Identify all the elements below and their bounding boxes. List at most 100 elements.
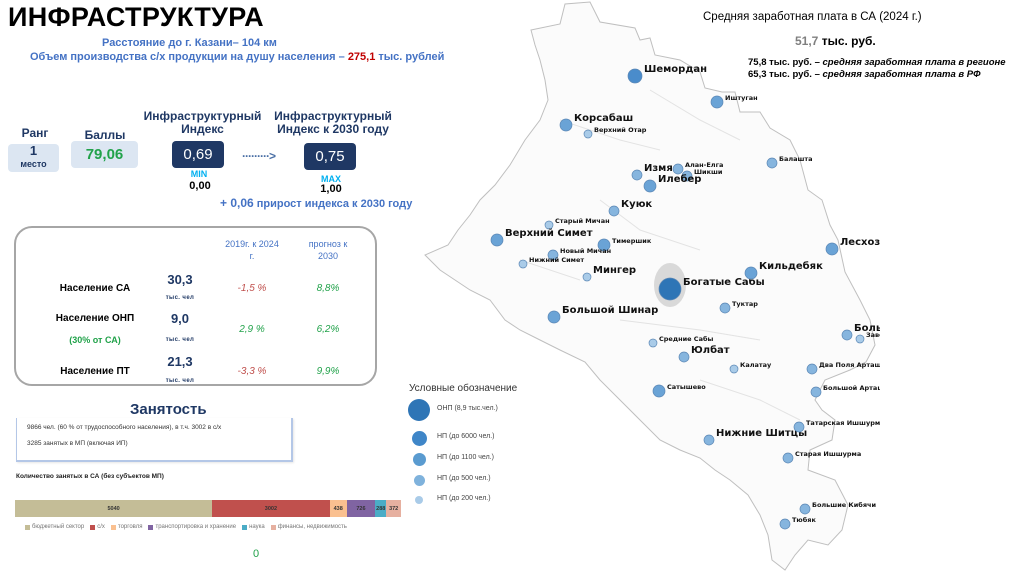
population-row-forecast: 8,8% bbox=[316, 283, 340, 294]
settlement-marker[interactable] bbox=[806, 363, 818, 375]
bar-value-label: 3002 bbox=[264, 505, 278, 512]
district-map[interactable]: Шемордан Корсабаш Верхний Отар Иштуган Алан-… bbox=[420, 0, 880, 574]
settlement-marker[interactable] bbox=[490, 233, 504, 247]
settlement-label: Большой Шинар bbox=[562, 305, 658, 316]
settlement-marker[interactable] bbox=[766, 157, 778, 169]
settlement-label: Татарская Ишшурма bbox=[806, 419, 880, 427]
map-legend-title: Условные обозначение bbox=[409, 383, 518, 394]
wage-region-text: средняя заработная плата в регионе bbox=[822, 57, 1006, 68]
legend-label: финансы, недвижимость bbox=[277, 524, 347, 530]
bar-value-label: 726 bbox=[356, 505, 366, 512]
population-card bbox=[14, 226, 377, 386]
min-label: MIN bbox=[190, 169, 208, 179]
settlement-marker[interactable] bbox=[559, 118, 573, 132]
legend-swatch bbox=[90, 524, 96, 530]
district-boundary bbox=[424, 1, 876, 571]
employment-line-2: 3285 занятых в МП (включая ИП) bbox=[27, 440, 128, 447]
settlement-marker[interactable] bbox=[672, 163, 684, 175]
settlement-label: Большие Кибячи bbox=[812, 501, 876, 509]
production-prefix: Объем производства с/х продукции на душу… bbox=[30, 51, 348, 63]
wage-rf-value: 65,3 тыс. руб. – bbox=[748, 69, 823, 80]
settlement-marker[interactable] bbox=[810, 386, 822, 398]
settlement-marker[interactable] bbox=[841, 329, 853, 341]
population-row-change: -3,3 % bbox=[237, 366, 267, 377]
settlement-marker[interactable] bbox=[678, 351, 690, 363]
legend-text: НП (до 6000 чел.) bbox=[437, 433, 495, 440]
settlement-marker[interactable] bbox=[648, 338, 658, 348]
settlement-marker[interactable] bbox=[643, 179, 657, 193]
population-row-change: 2,9 % bbox=[239, 324, 265, 335]
legend-swatch bbox=[242, 524, 248, 530]
settlement-marker[interactable] bbox=[681, 170, 693, 182]
settlement-label: Нижние Шитцы bbox=[716, 428, 807, 439]
settlement-label: Калатау bbox=[740, 361, 772, 369]
settlement-marker[interactable] bbox=[547, 310, 561, 324]
legend-text: НП (до 500 чел.) bbox=[437, 475, 491, 482]
growth-value: + 0,06 bbox=[220, 196, 254, 210]
employment-line-1: 9866 чел. (60 % от трудоспособного насел… bbox=[27, 424, 222, 431]
settlement-marker[interactable] bbox=[799, 503, 811, 515]
settlement-marker[interactable] bbox=[627, 68, 643, 84]
settlements-layer: Шемордан Корсабаш Верхний Отар Иштуган Алан-… bbox=[490, 64, 880, 530]
legend-item: с/х bbox=[90, 524, 105, 530]
min-value: 0,00 bbox=[189, 180, 211, 192]
settlement-marker[interactable] bbox=[547, 249, 559, 261]
settlement-label: Новый Мичан bbox=[560, 247, 611, 255]
settlement-label: Корсабаш bbox=[574, 112, 633, 124]
settlement-label: Тимершик bbox=[612, 237, 652, 245]
settlement-label: Алан-Елга bbox=[685, 161, 723, 169]
settlement-marker[interactable] bbox=[793, 421, 805, 433]
settlement-label: Тюбяк bbox=[792, 516, 816, 524]
chart-legend: бюджетный сектор с/х торговля транспортиров… bbox=[25, 524, 347, 530]
index-growth: + 0,06 прирост индекса к 2030 году bbox=[220, 196, 412, 210]
population-row-forecast: 9,9% bbox=[316, 366, 340, 377]
settlement-marker[interactable] bbox=[582, 272, 592, 282]
settlement-marker[interactable] bbox=[703, 434, 715, 446]
legend-swatch bbox=[25, 524, 30, 530]
settlement-label: Нижний Симет bbox=[529, 256, 584, 264]
settlement-marker[interactable] bbox=[518, 259, 528, 269]
settlement-label: Илебер bbox=[658, 173, 701, 185]
internal-boundaries bbox=[519, 89, 801, 421]
settlement-marker[interactable] bbox=[631, 169, 643, 181]
bar-value-label: 288 bbox=[376, 505, 386, 512]
population-row-note: (30% от СА) bbox=[69, 335, 121, 345]
wage-rf-text: средняя заработная плата в РФ bbox=[822, 69, 981, 80]
col-header-2019-2024: 2019г. к 2024 г. bbox=[225, 239, 279, 261]
settlement-label: Большой Арташ bbox=[823, 384, 880, 392]
settlement-marker[interactable] bbox=[779, 518, 791, 530]
settlement-marker[interactable] bbox=[583, 129, 593, 139]
settlement-marker[interactable] bbox=[744, 266, 758, 280]
settlement-marker[interactable] bbox=[825, 242, 839, 256]
legend-label: с/х bbox=[97, 524, 105, 530]
population-row-forecast: 6,2% bbox=[316, 324, 340, 335]
settlement-marker[interactable] bbox=[597, 238, 611, 252]
population-row-unit: тыс. чел bbox=[165, 295, 195, 301]
bar-segment: 438 bbox=[329, 500, 347, 517]
settlement-label: Богатые Сабы bbox=[683, 276, 765, 288]
settlement-marker[interactable] bbox=[729, 364, 739, 374]
settlement-label: Мингер bbox=[593, 265, 636, 276]
population-row-value: 30,3 bbox=[167, 272, 193, 287]
settlement-marker[interactable] bbox=[719, 302, 731, 314]
settlement-label: Кильдебяк bbox=[759, 260, 823, 272]
settlement-marker[interactable] bbox=[608, 205, 620, 217]
settlement-marker[interactable] bbox=[658, 277, 682, 301]
population-row-label: Население СА bbox=[59, 283, 131, 294]
wage-region: 75,8 тыс. руб. – средняя заработная плат… bbox=[748, 57, 1006, 68]
bar-segment: 3002 bbox=[212, 500, 330, 517]
settlement-marker[interactable] bbox=[855, 334, 865, 344]
wage-number: 51,7 bbox=[795, 34, 819, 48]
wage-unit: тыс. руб. bbox=[818, 34, 876, 48]
population-row-change: -1,5 % bbox=[237, 283, 267, 294]
legend-dot-icon bbox=[408, 399, 430, 421]
legend-item: торговля bbox=[110, 524, 142, 530]
settlement-marker[interactable] bbox=[782, 452, 794, 464]
max-value: 1,00 bbox=[320, 183, 342, 195]
settlement-marker[interactable] bbox=[710, 95, 724, 109]
settlement-label: Завод-Нырты bbox=[866, 331, 880, 339]
settlement-label: Верхний Симет bbox=[505, 228, 593, 239]
settlement-marker[interactable] bbox=[544, 220, 554, 230]
production-suffix: тыс. рублей bbox=[375, 51, 445, 63]
settlement-marker[interactable] bbox=[652, 384, 666, 398]
